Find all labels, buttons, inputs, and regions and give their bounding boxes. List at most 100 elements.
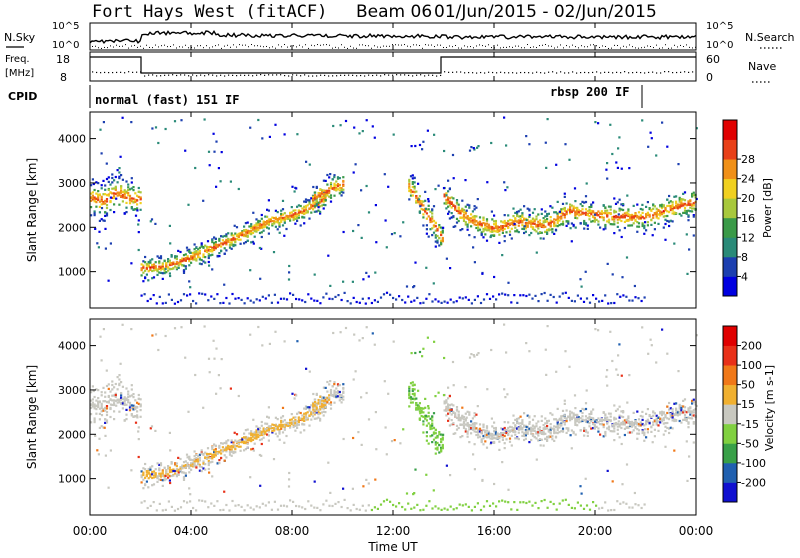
velocity-cell (443, 357, 445, 359)
velocity-cell (454, 412, 456, 414)
velocity-cell (130, 469, 132, 471)
power-cell (269, 136, 271, 138)
power-cell (109, 201, 111, 203)
power-cell (504, 294, 506, 296)
velocity-cell (564, 414, 566, 416)
power-cell (645, 229, 647, 231)
velocity-cell (452, 404, 454, 406)
velocity-cell (180, 506, 182, 508)
power-cell (164, 260, 166, 262)
velocity-cell (305, 368, 307, 370)
velocity-cell (356, 508, 358, 510)
nave-tick-bottom: 0 (706, 71, 713, 84)
velocity-cell (228, 509, 230, 511)
power-cell (195, 259, 197, 261)
velocity-cell (151, 334, 153, 336)
power-cell (636, 231, 638, 233)
velocity-cell (288, 485, 290, 487)
station-title: Fort Hays West (fitACF) (92, 2, 327, 22)
power-cell (473, 147, 475, 149)
velocity-cell (606, 385, 608, 387)
power-cell (557, 201, 559, 203)
velocity-cell (106, 414, 108, 416)
velocity-cell (601, 507, 603, 509)
power-cell (691, 210, 693, 212)
power-cell (452, 154, 454, 156)
power-cell (125, 211, 127, 213)
power-cell (482, 219, 484, 221)
power-cell (153, 276, 155, 278)
velocity-cell (617, 354, 619, 356)
velocity-cell (238, 443, 240, 445)
velocity-cell (186, 454, 188, 456)
velocity-cell (225, 456, 227, 458)
power-cell (545, 167, 547, 169)
velocity-cell (574, 394, 576, 396)
power-cell (512, 215, 514, 217)
power-cell (541, 232, 543, 234)
power-cell (532, 227, 534, 229)
power-cell (213, 298, 215, 300)
power-cell (603, 219, 605, 221)
velocity-cell (504, 396, 506, 398)
velocity-cell (141, 481, 143, 483)
power-cell (314, 191, 316, 193)
velocity-cell (677, 370, 679, 372)
velocity-cell (650, 431, 652, 433)
velocity-cell (612, 480, 614, 482)
power-cell (426, 233, 428, 235)
power-cell (250, 300, 252, 302)
velocity-cell (622, 416, 624, 418)
velocity-cell (266, 423, 268, 425)
power-cell (150, 220, 152, 222)
power-cell (425, 267, 427, 269)
velocity-cell (375, 411, 377, 413)
power-cell (138, 219, 140, 221)
power-cell (431, 212, 433, 214)
power-cell (606, 215, 608, 217)
power-cell (289, 292, 291, 294)
power-cell (328, 176, 330, 178)
power-cell (433, 232, 435, 234)
velocity-cell (204, 500, 206, 502)
velocity-cell (528, 350, 530, 352)
power-cell (586, 297, 588, 299)
velocity-cell (442, 447, 444, 449)
power-cell (342, 181, 344, 183)
velocity-cell (414, 469, 416, 471)
power-cell (176, 255, 178, 257)
velocity-cell (481, 480, 483, 482)
power-cell (528, 143, 530, 145)
velocity-cell (368, 482, 370, 484)
velocity-cell (111, 388, 113, 390)
velocity-cell (215, 448, 217, 450)
velocity-cell (443, 394, 445, 396)
power-cell (668, 211, 670, 213)
power-cell (169, 242, 171, 244)
velocity-cell (490, 442, 492, 444)
power-cell (268, 294, 270, 296)
power-cell (641, 300, 643, 302)
velocity-cell (532, 434, 534, 436)
velocity-cell (185, 472, 187, 474)
velocity-cell (498, 441, 500, 443)
power-cell (211, 254, 213, 256)
velocity-cell (202, 454, 204, 456)
velocity-cell (643, 434, 645, 436)
velocity-cell (622, 501, 624, 503)
velocity-cell (291, 413, 293, 415)
velocity-cell (402, 428, 404, 430)
velocity-cell (218, 374, 220, 376)
power-cell (645, 216, 647, 218)
power-cell (586, 182, 588, 184)
velocity-cell (149, 469, 151, 471)
power-cell (393, 134, 395, 136)
velocity-cell (284, 340, 286, 342)
velocity-cell (342, 399, 344, 401)
power-cell (176, 258, 178, 260)
velocity-cell (540, 444, 542, 446)
velocity-cell (624, 434, 626, 436)
velocity-cell (518, 432, 520, 434)
velocity-cell (275, 433, 277, 435)
velocity-cell (610, 420, 612, 422)
